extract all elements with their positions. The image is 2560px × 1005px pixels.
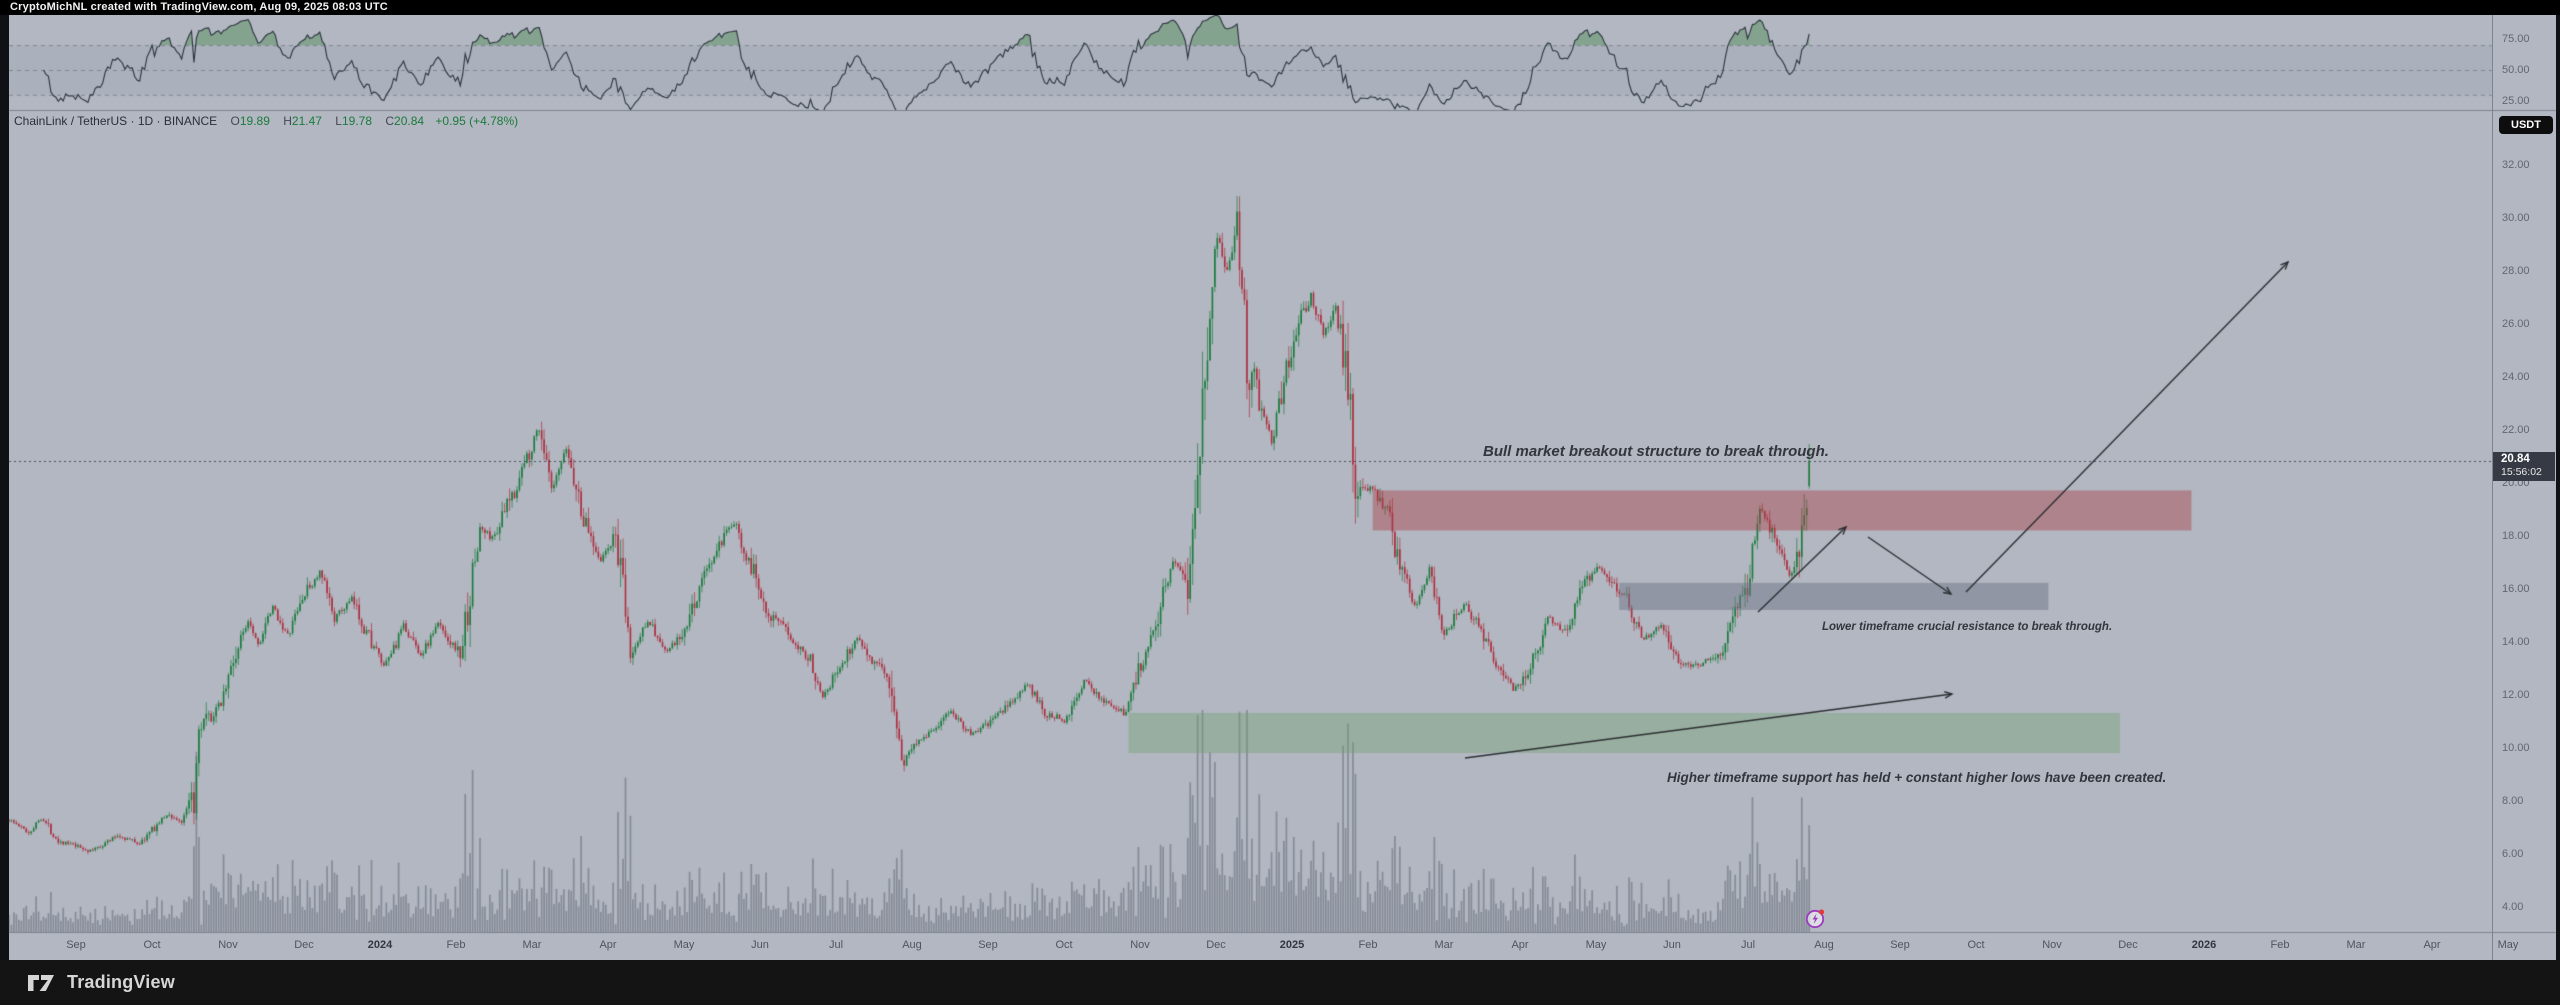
- price-tick: 30.00: [2502, 212, 2530, 224]
- time-axis-month-label: Feb: [1358, 939, 1378, 951]
- tradingview-glyph: [28, 974, 54, 991]
- attribution-text: CryptoMichNL created with TradingView.co…: [10, 1, 388, 13]
- time-axis-month-label: Dec: [2118, 939, 2138, 951]
- time-axis-month-label: Sep: [66, 939, 86, 951]
- time-axis-month-label: May: [673, 939, 695, 951]
- time-axis-year-label: 2024: [367, 939, 393, 951]
- time-axis-year-label: 2025: [1279, 939, 1305, 951]
- symbol-info-bar[interactable]: ChainLink / TetherUS · 1D · BINANCE O19.…: [14, 114, 518, 134]
- time-axis-month-label: Mar: [1434, 939, 1454, 951]
- indicator-tick: 75.00: [2502, 33, 2530, 45]
- price-tick: 12.00: [2502, 689, 2530, 701]
- price-tick: 8.00: [2502, 795, 2524, 807]
- change-value: +0.95 (+4.78%): [435, 114, 519, 128]
- price-tick: 14.00: [2502, 636, 2530, 648]
- high-label: H: [283, 114, 292, 128]
- bottom-toolbar: TradingView: [0, 960, 2560, 1005]
- low-value: 19.78: [341, 114, 373, 128]
- time-axis-month-label: Apr: [599, 939, 617, 951]
- indicator-tick: 25.00: [2502, 95, 2530, 107]
- time-axis-month-label: Dec: [1206, 939, 1226, 951]
- time-axis-month-label: Aug: [902, 939, 922, 951]
- time-axis-month-label: Mar: [2346, 939, 2366, 951]
- time-axis-month-label: Oct: [143, 939, 161, 951]
- time-axis-month-label: Apr: [1511, 939, 1529, 951]
- indicator-tick: 50.00: [2502, 64, 2530, 76]
- time-axis-month-label: Aug: [1814, 939, 1834, 951]
- time-axis-month-label: May: [1585, 939, 1607, 951]
- price-tick: 18.00: [2502, 530, 2530, 542]
- time-axis-month-label: Jul: [828, 939, 844, 951]
- price-tick: 6.00: [2502, 848, 2524, 860]
- brand-name: TradingView: [67, 972, 175, 992]
- time-axis-month-label: Oct: [1967, 939, 1985, 951]
- price-tick: 4.00: [2502, 901, 2524, 913]
- time-axis-year-label: 2026: [2191, 939, 2217, 951]
- currency-toggle-button[interactable]: USDT: [2499, 116, 2553, 134]
- close-value: 20.84: [394, 114, 425, 128]
- tradingview-logo[interactable]: TradingView: [28, 970, 175, 995]
- attribution-bar: CryptoMichNL created with TradingView.co…: [0, 0, 2560, 15]
- time-axis-month-label: May: [2497, 939, 2519, 951]
- price-tick: 26.00: [2502, 318, 2530, 330]
- annotation-higher-timeframe[interactable]: Higher timeframe support has held + cons…: [1667, 770, 2167, 785]
- price-tick: 32.00: [2502, 159, 2530, 171]
- time-axis[interactable]: Sep Oct Nov Dec 2024 Feb Mar Apr May Jun Jul Aug Sep…: [9, 933, 2518, 960]
- time-axis-month-label: Jul: [1740, 939, 1756, 951]
- time-axis-month-label: Mar: [522, 939, 542, 951]
- symbol-title[interactable]: ChainLink / TetherUS · 1D · BINANCE: [14, 114, 218, 128]
- time-axis-month-label: Nov: [1130, 939, 1150, 951]
- time-axis-month-label: Nov: [218, 939, 238, 951]
- spark-event-icon[interactable]: [1804, 906, 1828, 930]
- time-axis-month-label: Oct: [1055, 939, 1073, 951]
- time-axis-month-label: Jun: [1663, 939, 1681, 951]
- time-axis-month-label: Feb: [2270, 939, 2290, 951]
- price-tick: 28.00: [2502, 265, 2530, 277]
- price-scale[interactable]: 75.00 50.00 25.00 32.00 30.00 28.00 26.00 24.0…: [2492, 15, 2557, 960]
- close-label: C: [385, 114, 395, 128]
- open-label: O: [230, 114, 240, 128]
- time-axis-month-label: Sep: [1890, 939, 1910, 951]
- time-axis-month-label: Dec: [294, 939, 314, 951]
- time-axis-month-label: Jun: [751, 939, 769, 951]
- current-price: 20.84: [2501, 453, 2530, 465]
- price-tick: 10.00: [2502, 742, 2530, 754]
- time-axis-month-label: Feb: [446, 939, 466, 951]
- time-axis-month-label: Nov: [2042, 939, 2062, 951]
- price-tick: 22.00: [2502, 424, 2530, 436]
- current-price-badge: 20.84 15:56:02: [2493, 452, 2555, 481]
- high-value: 21.47: [291, 114, 322, 128]
- annotation-lower-timeframe[interactable]: Lower timeframe crucial resistance to br…: [1822, 621, 2113, 633]
- time-axis-month-label: Apr: [2423, 939, 2441, 951]
- bar-countdown: 15:56:02: [2501, 466, 2542, 478]
- price-tick: 16.00: [2502, 583, 2530, 595]
- price-tick: 24.00: [2502, 371, 2530, 383]
- time-axis-month-label: Sep: [978, 939, 998, 951]
- open-value: 19.89: [239, 114, 270, 128]
- low-label: L: [335, 114, 342, 128]
- annotation-bull-market[interactable]: Bull market breakout structure to break …: [1483, 443, 1829, 460]
